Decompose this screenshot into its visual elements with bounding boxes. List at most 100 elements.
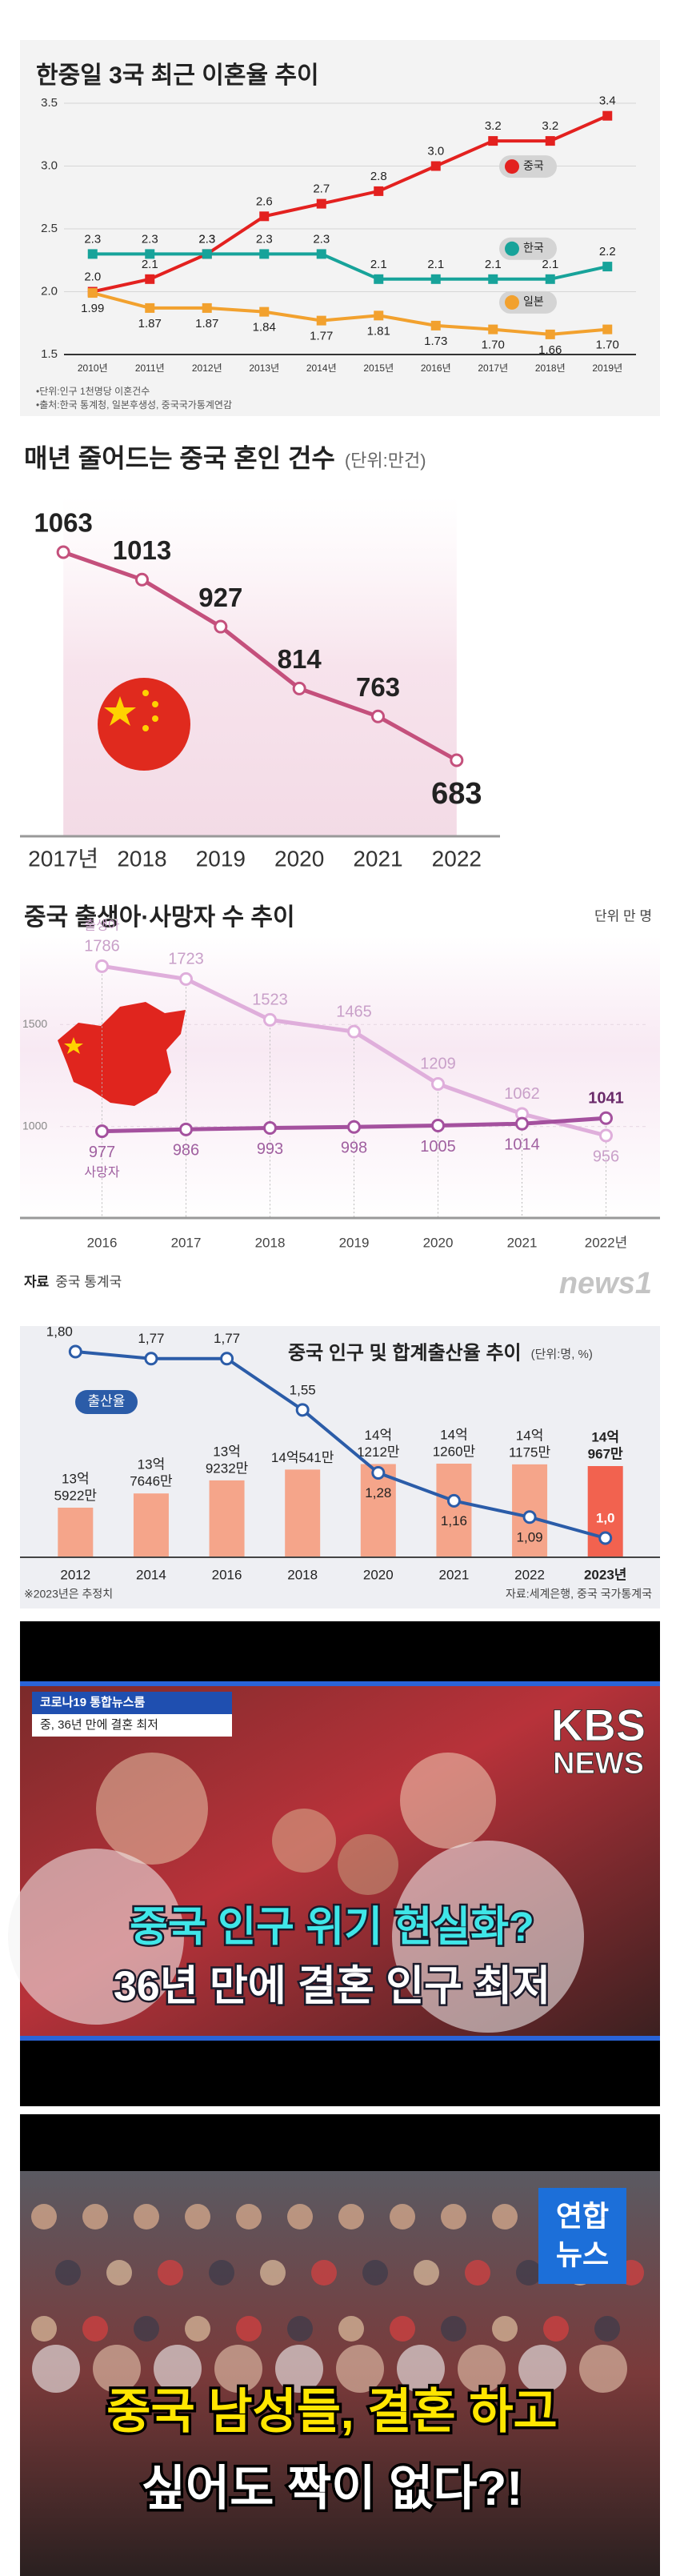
photo-shape: [338, 2316, 364, 2342]
point: [145, 249, 155, 259]
logo: news1: [559, 1267, 652, 1300]
value-label: 3.4: [599, 94, 616, 108]
photo-shape: [390, 2316, 415, 2342]
frame-border: [20, 2036, 660, 2041]
value-label: 3.0: [427, 144, 444, 158]
legend-swatch: [505, 241, 519, 256]
chart-unit: 단위 만 명: [594, 908, 652, 923]
x-tick-label: 2011년: [135, 363, 165, 374]
value-label: 998: [341, 1140, 367, 1157]
bar-label: 1175만: [509, 1444, 551, 1460]
photo-shape: [392, 1841, 584, 2033]
photo-shape: [272, 1809, 336, 1873]
point: [202, 302, 212, 313]
x-tick-label: 2013년: [249, 363, 279, 374]
source: 중국 통계국: [55, 1274, 122, 1289]
value-label: 3.2: [542, 119, 558, 133]
point: [515, 1116, 529, 1131]
photo-shape: [518, 2345, 566, 2393]
point: [95, 959, 109, 973]
headline: 36년 만에 결혼 인구 최저: [114, 1964, 550, 2010]
point: [450, 753, 464, 767]
point: [263, 1121, 277, 1136]
value-label: 1209: [420, 1056, 456, 1073]
value-label: 2.7: [313, 182, 330, 196]
value-label: 2.1: [542, 258, 558, 271]
x-tick-label: 2021: [353, 846, 402, 871]
chart-title: 중국 출생아·사망자 수 추이: [24, 904, 295, 931]
point: [374, 310, 384, 321]
point: [371, 709, 385, 723]
point: [446, 1493, 461, 1508]
x-tick-label: 2021: [507, 1235, 538, 1250]
point: [431, 1118, 445, 1132]
note: •출처:한국 통계청, 일본후생성, 중국국가통계연감: [36, 399, 232, 411]
photo-shape: [236, 2204, 262, 2229]
photo-shape: [158, 2260, 183, 2286]
x-tick-label: 2022: [514, 1567, 545, 1582]
chart-panel: [20, 40, 660, 416]
value-label: 993: [257, 1140, 283, 1158]
badge-sub-box: [32, 1714, 232, 1737]
value-label: 1.81: [367, 324, 390, 338]
point: [179, 972, 193, 986]
value-label: 1,0: [596, 1510, 615, 1525]
channel-logo: KBS: [551, 1700, 646, 1750]
bar-label: 1260만: [433, 1444, 476, 1459]
value-label: 2.1: [370, 258, 387, 271]
photo-shape: [397, 2345, 445, 2393]
chart-title: 한중일 3국 최근 이혼율 추이: [36, 62, 319, 89]
value-label: 2.2: [599, 245, 616, 258]
photo-shape: [32, 2345, 80, 2393]
bar-label: 1212만: [357, 1444, 400, 1460]
value-label: 1,77: [214, 1331, 240, 1346]
source: 자료:세계은행, 중국 국가통계국: [506, 1588, 652, 1600]
channel-logo: NEWS: [553, 1747, 644, 1781]
photo-shape: [185, 2204, 210, 2229]
source-label: 자료: [24, 1274, 50, 1289]
value-label: 2.3: [198, 232, 215, 246]
point: [545, 274, 555, 284]
value-label: 2.3: [198, 232, 215, 246]
point: [599, 1111, 613, 1125]
photo-shape: [185, 2316, 210, 2342]
photo-shape: [260, 2260, 286, 2286]
value-label: 763: [356, 672, 400, 702]
value-label: 1.99: [81, 302, 104, 315]
headline: 중국 남성들, 결혼 하고: [106, 2385, 557, 2438]
point: [259, 211, 270, 222]
flag-star-small: [142, 690, 149, 696]
value-label: 1523: [252, 992, 288, 1009]
value-label: 1.87: [138, 317, 162, 331]
photo-shape: [441, 2204, 466, 2229]
point: [371, 1465, 386, 1480]
x-tick-label: 2012: [60, 1567, 90, 1582]
y-tick-label: 3.5: [41, 96, 58, 110]
x-tick-label: 2020: [423, 1235, 454, 1250]
photo-shape: [214, 2345, 262, 2393]
series-line: [75, 1350, 606, 1540]
headline: 중국 인구 위기 현실화?: [130, 1905, 534, 1951]
point: [488, 136, 498, 146]
point: [295, 1403, 310, 1417]
value-label: 1,16: [441, 1513, 467, 1528]
photo-shape: [209, 2260, 234, 2286]
value-label: 986: [173, 1142, 199, 1160]
x-tick-label: 2023년: [584, 1567, 626, 1582]
y-tick-label: 1500: [22, 1017, 47, 1030]
point: [316, 198, 326, 209]
point: [598, 1531, 613, 1545]
point: [145, 274, 155, 284]
value-label: 1005: [420, 1138, 456, 1156]
value-label: 1786: [84, 938, 120, 955]
value-label: 1041: [588, 1090, 624, 1108]
x-tick-label: 2012년: [192, 363, 222, 374]
value-label: 1,80: [46, 1324, 73, 1339]
flag-star-small: [152, 701, 158, 707]
point: [214, 619, 228, 634]
photo-shape: [287, 2316, 313, 2342]
legend-swatch: [505, 159, 519, 174]
bar-label: 14억: [516, 1428, 544, 1443]
x-tick-label: 2019: [196, 846, 246, 871]
value-label: 814: [278, 644, 322, 674]
